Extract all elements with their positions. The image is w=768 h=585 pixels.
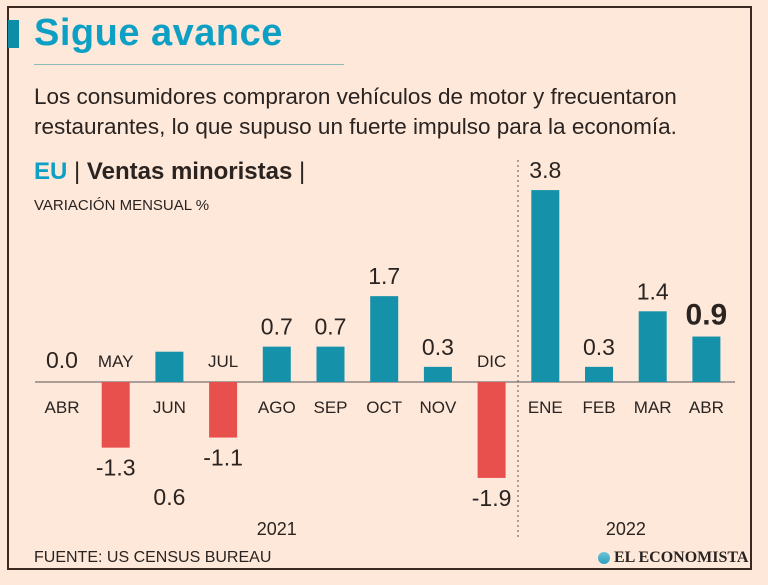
category-label: MAR <box>634 398 672 417</box>
separator: | <box>299 158 306 185</box>
chart-frame <box>7 6 752 570</box>
bar-abr-12 <box>692 336 721 382</box>
category-label: DIC <box>477 352 506 371</box>
category-label: JUL <box>208 352 238 371</box>
subtitle: Los consumidores compraron vehículos de … <box>34 84 677 139</box>
bar-sep-5 <box>316 346 345 382</box>
year-label: 2021 <box>257 519 297 539</box>
value-label: 1.7 <box>368 263 400 289</box>
value-label: 0.7 <box>261 314 293 340</box>
value-label: 0.0 <box>46 347 78 373</box>
chart-unit: VARIACIÓN MENSUAL % <box>34 197 210 214</box>
value-label: 0.9 <box>686 299 728 332</box>
value-label: -1.3 <box>96 455 136 481</box>
value-label: 1.4 <box>637 278 669 304</box>
value-label: -1.9 <box>472 485 512 511</box>
category-label: JUN <box>153 398 186 417</box>
bar-oct-6 <box>370 296 399 382</box>
year-label: 2022 <box>606 519 646 539</box>
category-label: MAY <box>98 352 134 371</box>
category-label: ABR <box>45 398 80 417</box>
bar-jul-3 <box>209 382 238 438</box>
source-note: FUENTE: US CENSUS BUREAU <box>34 549 272 566</box>
value-label: 3.8 <box>529 157 561 183</box>
value-label: 0.7 <box>315 314 347 340</box>
bar-ene-9 <box>531 190 560 382</box>
chart-country: EU <box>34 158 68 185</box>
chart-title: Ventas minoristas <box>86 158 293 185</box>
bar-nov-7 <box>423 366 452 382</box>
bar-jun-2 <box>155 351 184 382</box>
logo: EL ECONOMISTA <box>598 549 748 567</box>
category-label: AGO <box>258 398 296 417</box>
bar-feb-10 <box>585 366 613 382</box>
chart-heading: EU | Ventas minoristas | <box>34 158 305 186</box>
category-label: ENE <box>528 398 563 417</box>
value-label: 0.6 <box>153 484 185 510</box>
value-label: -1.1 <box>203 445 243 471</box>
logo-text: EL ECONOMISTA <box>614 549 749 566</box>
category-label: FEB <box>582 398 615 417</box>
page-title: Sigue avance <box>34 12 283 54</box>
bar-ago-4 <box>262 346 291 382</box>
title-divider <box>34 64 344 65</box>
bar-may-1 <box>101 382 130 448</box>
bar-mar-11 <box>638 311 667 382</box>
separator: | <box>74 158 81 185</box>
category-label: SEP <box>313 398 347 417</box>
bar-dic-8 <box>477 382 506 478</box>
category-label: ABR <box>689 398 724 417</box>
logo-icon <box>598 552 610 564</box>
category-label: OCT <box>366 398 402 417</box>
title-accent <box>8 20 19 48</box>
category-label: NOV <box>419 398 457 417</box>
value-label: 0.3 <box>583 334 615 360</box>
value-label: 0.3 <box>422 334 454 360</box>
